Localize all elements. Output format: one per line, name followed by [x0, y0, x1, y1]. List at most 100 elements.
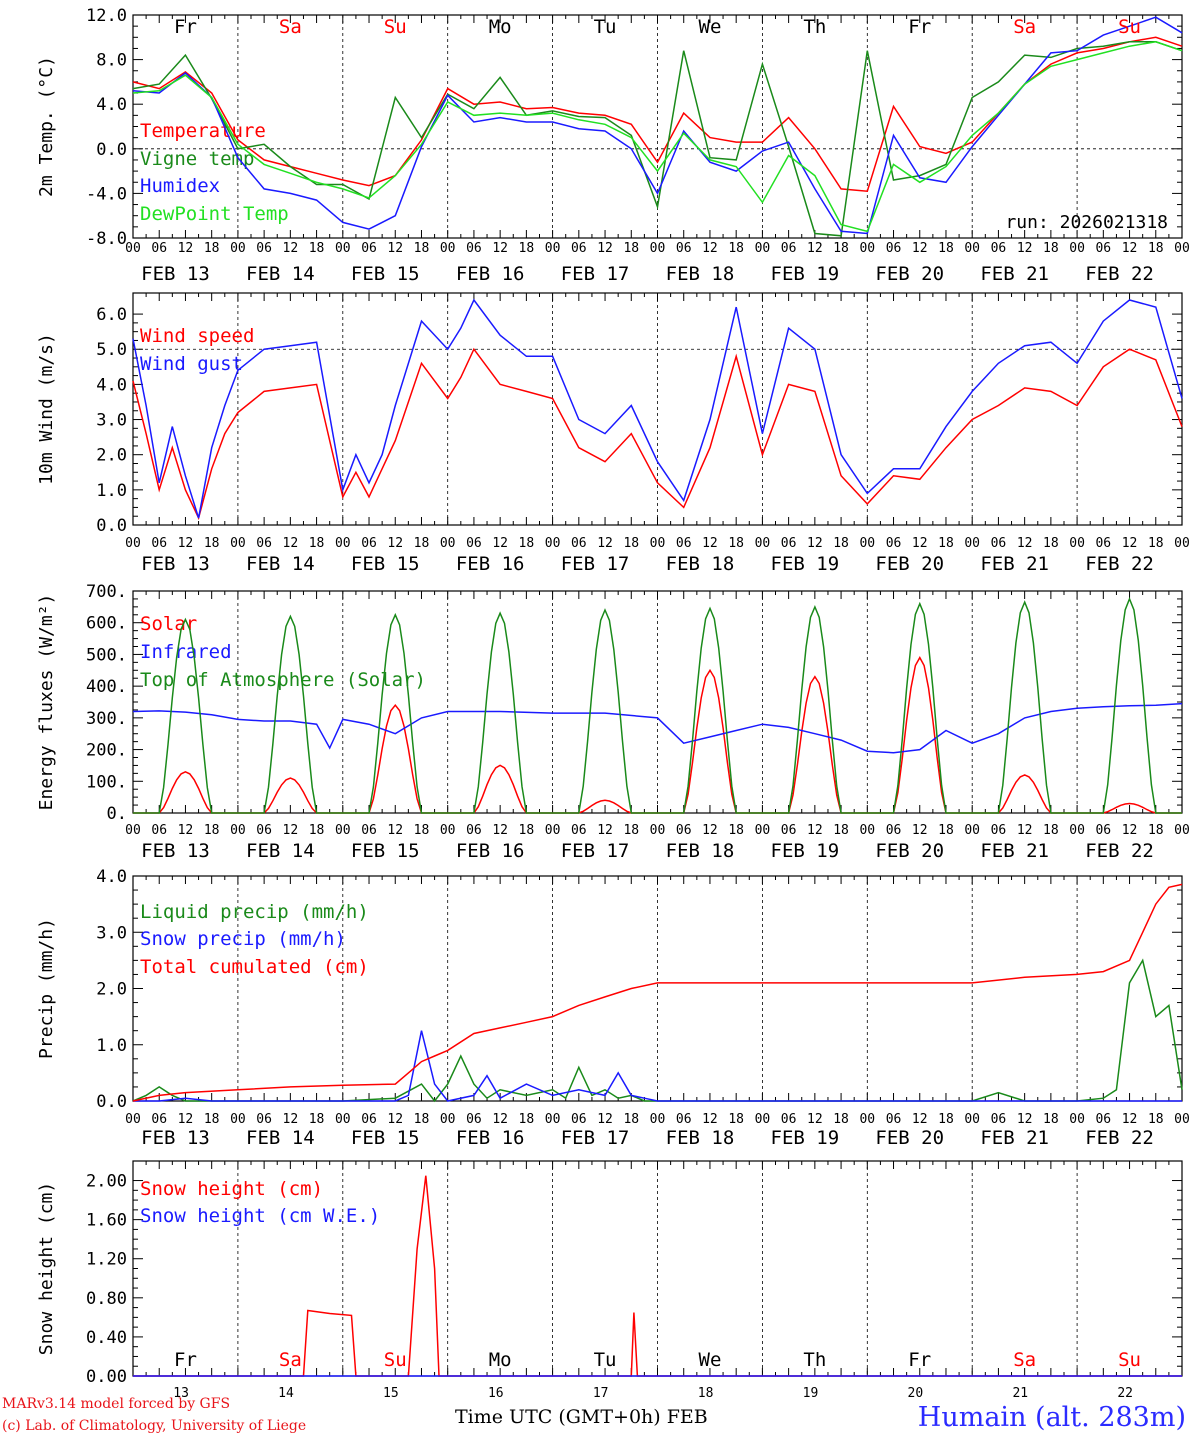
hour-tick-label: 06	[466, 1112, 482, 1127]
hour-tick-label: 00	[964, 536, 980, 551]
hour-tick-label: 12	[492, 823, 508, 838]
hour-tick-label: 12	[178, 823, 194, 838]
hour-tick-label: 00	[335, 823, 351, 838]
day-label: FEB 19	[771, 1127, 840, 1149]
day-label: FEB 22	[1085, 263, 1154, 285]
day-label: FEB 15	[351, 263, 420, 285]
hour-tick-label: 00	[545, 1112, 561, 1127]
hour-tick-label: 18	[728, 1112, 744, 1127]
hour-tick-label: 12	[1122, 241, 1138, 256]
day-number-label: 20	[908, 1386, 924, 1400]
day-number-label: 15	[383, 1386, 399, 1400]
hour-tick-label: 18	[833, 536, 849, 551]
station-title: Humain (alt. 283m)	[917, 1402, 1186, 1433]
legend-entry: Snow precip (mm/h)	[140, 928, 346, 950]
hour-tick-label: 06	[886, 241, 902, 256]
hour-tick-label: 06	[1095, 1112, 1111, 1127]
run-annotation: run: 2026021318	[1005, 212, 1168, 233]
hour-tick-label: 06	[781, 1112, 797, 1127]
y-axis-label: 2m Temp. (°C)	[36, 56, 57, 197]
hour-tick-label: 06	[676, 1112, 692, 1127]
day-label: FEB 14	[246, 1127, 315, 1149]
legend-entry: Solar	[140, 613, 197, 635]
legend-entry: Snow height (cm W.E.)	[140, 1205, 380, 1227]
hour-tick-label: 00	[1069, 1112, 1085, 1127]
x-axis-title: Time UTC (GMT+0h) FEB	[455, 1406, 708, 1428]
hour-tick-label: 18	[728, 241, 744, 256]
hour-tick-label: 18	[414, 536, 430, 551]
hour-tick-label: 18	[1148, 536, 1164, 551]
hour-tick-label: 18	[833, 823, 849, 838]
hour-tick-label: 00	[964, 823, 980, 838]
hour-tick-label: 00	[440, 536, 456, 551]
hour-tick-label: 06	[151, 823, 167, 838]
hour-tick-label: 18	[309, 1112, 325, 1127]
hour-tick-label: 00	[440, 823, 456, 838]
hour-tick-label: 18	[204, 241, 220, 256]
hour-tick-label: 12	[283, 1112, 299, 1127]
meteogram-svg: 12.0 8.0 4.0 0.0 -4.0 -8.0 2m Temp. (°C) 00 06 12…	[36, 6, 1190, 1401]
hour-tick-label: 00	[1174, 1112, 1190, 1127]
y-tick-label: 1.60	[86, 1211, 127, 1231]
hour-tick-label: 00	[859, 1112, 875, 1127]
hour-tick-label: 18	[204, 1112, 220, 1127]
hour-tick-label: 00	[755, 823, 771, 838]
hour-tick-label: 06	[676, 823, 692, 838]
legend-entry: Top of Atmosphere (Solar)	[140, 669, 426, 691]
weekday-label-top: Su	[384, 16, 407, 38]
day-label: FEB 21	[980, 1127, 1049, 1149]
y-tick-label: 3.0	[96, 923, 127, 943]
day-label: FEB 19	[771, 553, 840, 575]
day-label: FEB 18	[666, 553, 735, 575]
weekday-label-bottom: We	[699, 1349, 722, 1371]
hour-tick-label: 18	[519, 1112, 535, 1127]
hour-tick-label: 12	[1017, 536, 1033, 551]
hour-tick-label: 06	[676, 241, 692, 256]
series-total-cumulated-cm-	[132, 883, 1183, 1102]
day-label: FEB 20	[875, 553, 944, 575]
weekday-label-top: Sa	[1013, 16, 1036, 38]
hour-tick-label: 12	[597, 823, 613, 838]
day-label: FEB 14	[246, 840, 315, 862]
hour-tick-label: 06	[361, 823, 377, 838]
hour-tick-label: 00	[125, 1112, 141, 1127]
hour-tick-label: 18	[833, 1112, 849, 1127]
hour-tick-label: 12	[178, 536, 194, 551]
hour-tick-label: 18	[623, 823, 639, 838]
hour-tick-label: 18	[1043, 536, 1059, 551]
hour-tick-label: 00	[650, 536, 666, 551]
day-label: FEB 15	[351, 1127, 420, 1149]
hour-tick-label: 00	[964, 1112, 980, 1127]
series-infrared	[132, 702, 1183, 754]
y-tick-label: 2.0	[96, 446, 127, 466]
legend-entry: Vigne temp	[140, 148, 254, 170]
hour-tick-label: 12	[1017, 241, 1033, 256]
series-wind-speed	[132, 347, 1183, 521]
hour-tick-label: 06	[361, 241, 377, 256]
hour-tick-label: 12	[1122, 536, 1138, 551]
y-tick-label: 600.	[86, 614, 127, 634]
day-label: FEB 13	[141, 553, 210, 575]
series-top-of-atmosphere-solar-	[133, 596, 1182, 814]
hour-tick-label: 12	[1017, 1112, 1033, 1127]
day-label: FEB 21	[980, 553, 1049, 575]
hour-tick-label: 06	[1095, 823, 1111, 838]
hour-tick-label: 12	[702, 823, 718, 838]
hour-tick-label: 06	[571, 823, 587, 838]
hour-tick-label: 06	[991, 1112, 1007, 1127]
weekday-label-top: Su	[1118, 16, 1141, 38]
y-tick-label: 4.0	[96, 867, 127, 887]
y-tick-label: 200.	[86, 741, 127, 761]
hour-tick-label: 06	[571, 241, 587, 256]
hour-tick-label: 18	[519, 241, 535, 256]
hour-tick-label: 12	[597, 536, 613, 551]
hour-tick-label: 06	[466, 536, 482, 551]
hour-tick-label: 00	[125, 823, 141, 838]
day-label: FEB 17	[561, 263, 630, 285]
y-tick-label: 2.00	[86, 1172, 127, 1192]
hour-tick-label: 12	[912, 536, 928, 551]
y-tick-label: 1.0	[96, 481, 127, 501]
hour-tick-label: 18	[519, 823, 535, 838]
